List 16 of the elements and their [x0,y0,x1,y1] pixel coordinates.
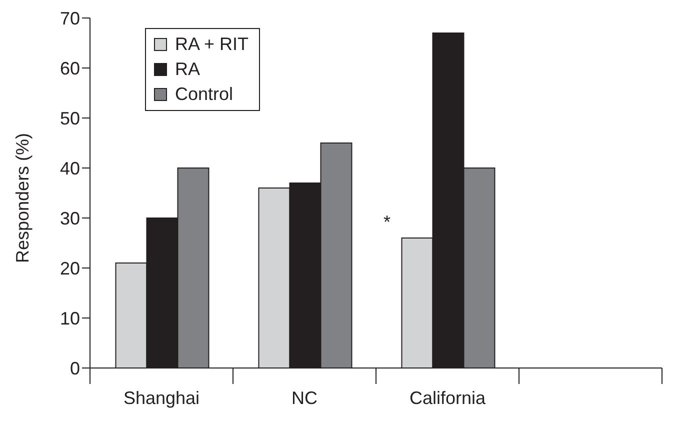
x-tick-label: California [409,388,486,408]
y-tick-label: 70 [60,8,80,28]
x-tick-label: NC [292,388,318,408]
y-axis-title: Responders (%) [12,132,32,263]
y-tick-label: 20 [60,258,80,278]
y-tick-label: 30 [60,208,80,228]
x-tick-label: Shanghai [123,388,200,408]
y-tick-label: 0 [70,358,80,378]
legend-label: RA + RIT [175,33,249,56]
legend-label: Control [175,83,234,106]
legend-label: RA [175,58,200,81]
y-tick-label: 10 [60,308,80,328]
y-tick-label: 50 [60,108,80,128]
annotation: * [384,212,391,233]
y-tick-label: 60 [60,58,80,78]
y-tick-label: 40 [60,158,80,178]
